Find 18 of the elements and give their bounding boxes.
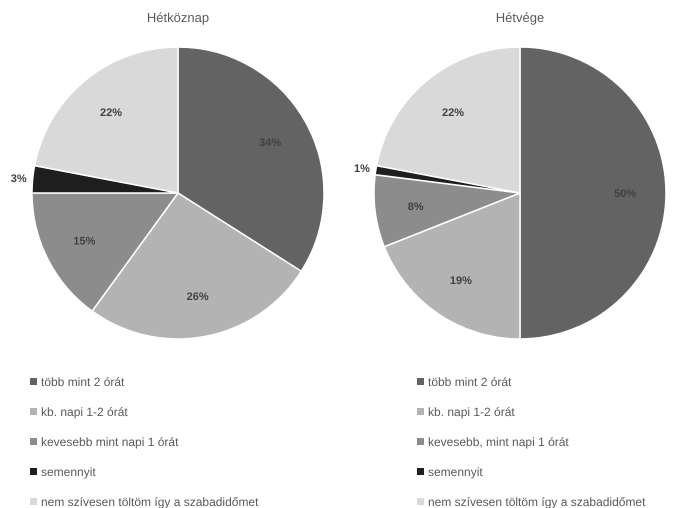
data-label: 1% — [354, 162, 370, 175]
data-label: 3% — [10, 172, 27, 185]
legend-label: több mint 2 órát — [428, 375, 512, 390]
data-label: 15% — [73, 236, 96, 248]
legend-label: semennyit — [428, 465, 484, 480]
legend-label: kb. napi 1-2 órát — [41, 405, 128, 420]
legend-label: kb. napi 1-2 órát — [428, 405, 516, 420]
data-label: 26% — [186, 291, 209, 304]
legend-label: több mint 2 órát — [41, 375, 126, 390]
chart-title: Hétvége — [496, 10, 544, 25]
data-label: 22% — [442, 106, 464, 119]
data-label: 22% — [100, 106, 122, 119]
data-label: 19% — [450, 274, 472, 287]
legend-label: kevesebb, mint napi 1 órát — [428, 435, 570, 450]
legend-label: semennyit — [41, 465, 96, 480]
chart-title: Hétköznap — [146, 10, 210, 25]
data-label: 8% — [408, 201, 424, 214]
legend-label: kevesebb mint napi 1 órát — [41, 435, 180, 450]
